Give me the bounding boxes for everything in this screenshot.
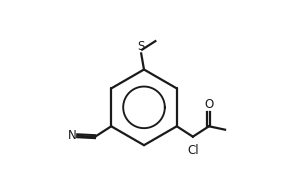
Text: Cl: Cl [187,144,199,157]
Text: O: O [204,98,214,111]
Text: N: N [67,129,76,142]
Text: S: S [137,40,145,53]
